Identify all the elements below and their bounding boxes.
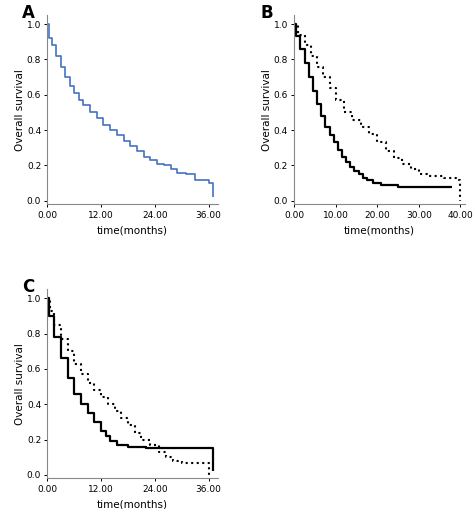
Text: B: B [260, 4, 273, 22]
Text: C: C [22, 278, 34, 296]
Y-axis label: Overall survival: Overall survival [15, 343, 26, 425]
Text: A: A [22, 4, 35, 22]
X-axis label: time(months): time(months) [344, 225, 415, 235]
Y-axis label: Overall survival: Overall survival [15, 69, 26, 151]
X-axis label: time(months): time(months) [97, 225, 168, 235]
Y-axis label: Overall survival: Overall survival [262, 69, 272, 151]
X-axis label: time(months): time(months) [97, 499, 168, 509]
